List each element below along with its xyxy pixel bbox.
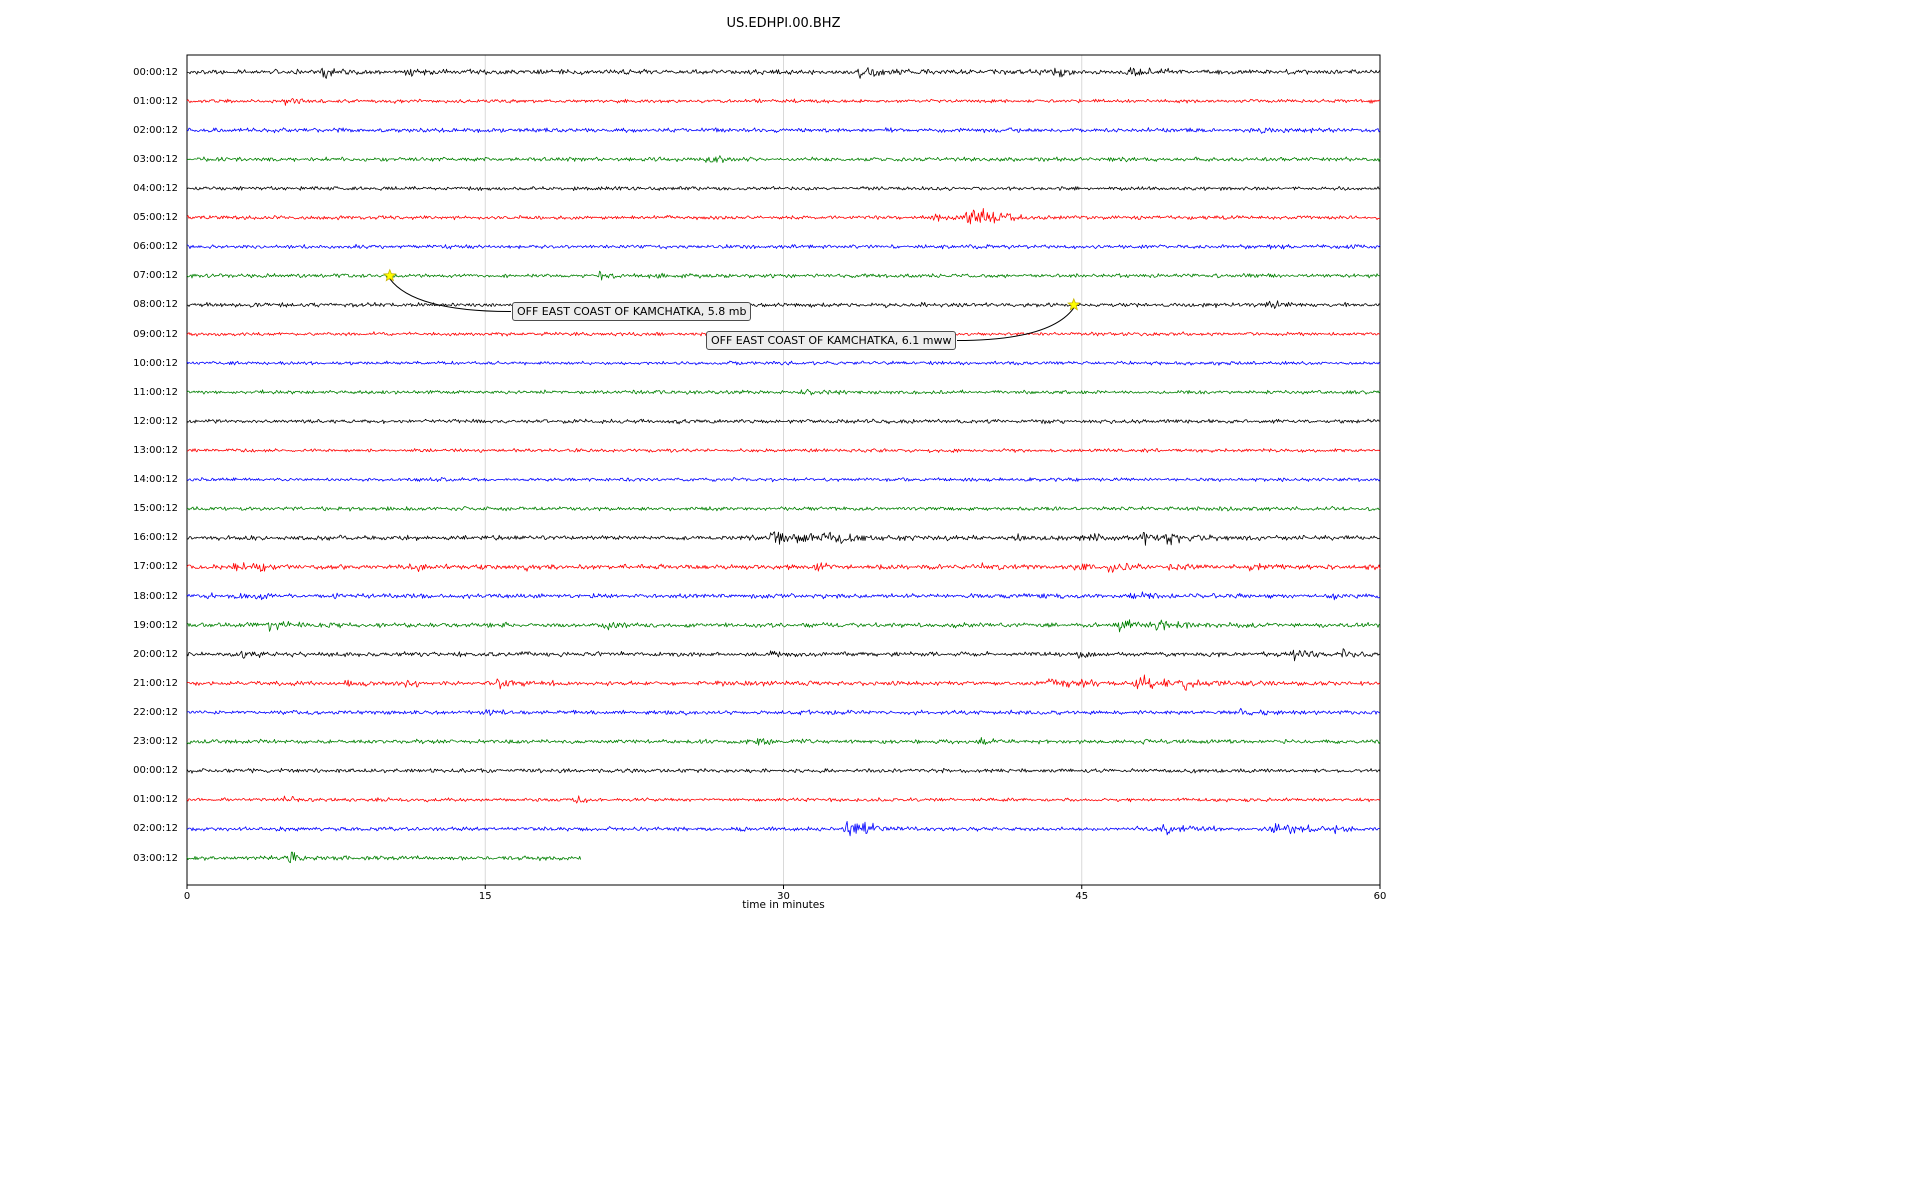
row-label: 10:00:12 — [133, 357, 178, 369]
row-label: 02:00:12 — [133, 823, 178, 835]
trace-row-17 — [186, 562, 1381, 573]
row-label: 11:00:12 — [133, 386, 178, 398]
row-label: 14:00:12 — [133, 474, 178, 486]
trace-row-11 — [186, 388, 1381, 396]
row-label: 09:00:12 — [133, 328, 178, 340]
row-label: 05:00:12 — [133, 212, 178, 224]
x-tick-label: 60 — [1373, 891, 1387, 902]
row-label: 08:00:12 — [133, 299, 178, 311]
x-tick-label: 45 — [1075, 891, 1089, 902]
trace-row-19 — [186, 619, 1381, 633]
row-label: 06:00:12 — [133, 241, 178, 253]
row-label: 03:00:12 — [133, 852, 178, 864]
chart-title: US.EDHPI.00.BHZ — [726, 16, 841, 31]
event-star-icon — [1067, 297, 1081, 311]
trace-row-26 — [186, 821, 1381, 837]
x-axis-label: time in minutes — [742, 899, 825, 911]
trace-row-12 — [186, 418, 1381, 425]
trace-row-0 — [186, 67, 1381, 79]
trace-row-4 — [186, 185, 1381, 192]
row-label: 02:00:12 — [133, 124, 178, 136]
row-label: 19:00:12 — [133, 619, 178, 631]
x-tick-label: 15 — [478, 891, 492, 902]
row-label: 00:00:12 — [133, 765, 178, 777]
annotation-kamchatka-6-1-mww: OFF EAST COAST OF KAMCHATKA, 6.1 mww — [706, 331, 957, 350]
row-label: 16:00:12 — [133, 532, 178, 544]
trace-row-24 — [186, 767, 1381, 774]
row-label: 20:00:12 — [133, 648, 178, 660]
trace-row-14 — [186, 477, 1381, 483]
event-star-icon — [383, 268, 397, 282]
row-label: 03:00:12 — [133, 153, 178, 165]
trace-row-10 — [186, 360, 1381, 366]
row-label: 15:00:12 — [133, 503, 178, 515]
trace-row-18 — [186, 591, 1381, 601]
annotation-connector — [389, 278, 512, 312]
row-label: 13:00:12 — [133, 444, 178, 456]
trace-row-2 — [186, 127, 1381, 134]
trace-row-25 — [186, 795, 1381, 804]
row-label: 18:00:12 — [133, 590, 178, 602]
row-label: 12:00:12 — [133, 415, 178, 427]
trace-row-13 — [186, 447, 1381, 454]
trace-row-15 — [186, 505, 1380, 512]
trace-row-23 — [186, 737, 1381, 746]
row-label: 17:00:12 — [133, 561, 178, 573]
x-tick-label: 30 — [777, 891, 790, 902]
trace-row-8 — [186, 300, 1381, 309]
trace-row-27 — [186, 851, 582, 864]
trace-row-21 — [186, 674, 1381, 691]
row-label: 21:00:12 — [133, 677, 178, 689]
x-tick-label: 0 — [183, 891, 191, 902]
annotation-connector — [956, 307, 1075, 341]
row-label: 01:00:12 — [133, 95, 178, 107]
annotation-kamchatka-5-8-mb: OFF EAST COAST OF KAMCHATKA, 5.8 mb — [512, 302, 752, 321]
trace-row-1 — [186, 98, 1381, 106]
row-label: 23:00:12 — [133, 736, 178, 748]
trace-row-5 — [186, 207, 1381, 225]
row-label: 01:00:12 — [133, 794, 178, 806]
trace-row-16 — [186, 531, 1381, 546]
trace-row-6 — [186, 243, 1381, 250]
row-label: 00:00:12 — [133, 66, 178, 78]
trace-row-20 — [186, 648, 1381, 662]
row-label: 04:00:12 — [133, 182, 178, 194]
trace-row-22 — [186, 707, 1381, 716]
trace-row-3 — [186, 155, 1381, 164]
row-label: 07:00:12 — [133, 270, 178, 282]
row-label: 22:00:12 — [133, 706, 178, 718]
